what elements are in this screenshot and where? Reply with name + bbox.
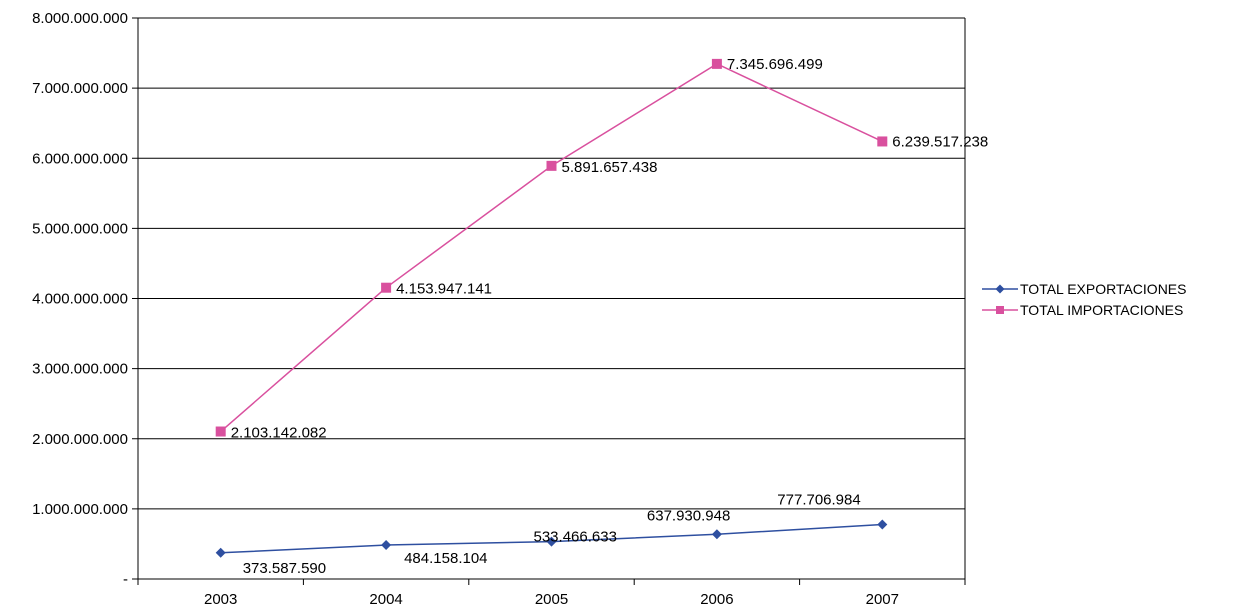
x-tick-label: 2004 [369,591,402,604]
legend: TOTAL EXPORTACIONES TOTAL IMPORTACIONES [982,281,1186,318]
data-label: 7.345.696.499 [727,56,823,73]
series-line [220,63,883,433]
legend-marker-square [996,306,1004,314]
y-tick-label: 1.000.000.000 [32,501,128,518]
legend-marker-diamond [995,284,1005,294]
x-tick-label: 2003 [204,591,237,604]
data-label: 637.930.948 [647,507,730,524]
data-label: 4.153.947.141 [396,281,492,298]
legend-item: TOTAL IMPORTACIONES [982,302,1183,318]
data-label: 373.587.590 [243,560,326,577]
data-point-square [877,136,888,147]
data-point-diamond [877,519,888,530]
y-tick-label: 6.000.000.000 [32,150,128,167]
data-point-diamond [546,536,557,547]
data-point-square [546,160,557,171]
data-label: 6.239.517.238 [892,133,988,150]
y-tick-label: 8.000.000.000 [32,10,128,27]
y-tick-label: - [123,571,128,588]
x-tick-label: 2007 [866,591,899,604]
data-point-diamond [711,529,722,540]
series-total-exportaciones: 373.587.590 484.158.104 533.466.633 637.930… [215,491,888,577]
y-tick-label: 4.000.000.000 [32,291,128,308]
gridlines [138,17,965,510]
legend-label: TOTAL IMPORTACIONES [1020,302,1183,318]
data-label: 484.158.104 [404,550,487,567]
y-tick-label: 3.000.000.000 [32,361,128,378]
series-total-importaciones: 2.103.142.082 4.153.947.141 5.891.657.438 7… [215,56,988,442]
y-axis-ticks: - 1.000.000.000 2.000.000.000 3.000.000.000… [32,10,138,588]
data-label: 777.706.984 [777,491,860,508]
y-tick-label: 7.000.000.000 [32,80,128,97]
data-label: 5.891.657.438 [562,159,658,176]
y-tick-label: 5.000.000.000 [32,220,128,237]
data-label: 533.466.633 [534,529,617,546]
legend-item: TOTAL EXPORTACIONES [982,281,1186,297]
x-tick-label: 2006 [700,591,733,604]
x-tick-label: 2005 [535,591,568,604]
data-point-diamond [215,547,226,558]
data-point-square [381,282,392,293]
x-axis-ticks: 2003 2004 2005 2006 2007 [137,579,966,608]
data-point-square [711,58,722,69]
legend-label: TOTAL EXPORTACIONES [1020,281,1186,297]
y-tick-label: 2.000.000.000 [32,431,128,448]
data-label: 2.103.142.082 [231,425,327,442]
data-point-diamond [381,540,392,551]
data-point-square [215,426,226,437]
